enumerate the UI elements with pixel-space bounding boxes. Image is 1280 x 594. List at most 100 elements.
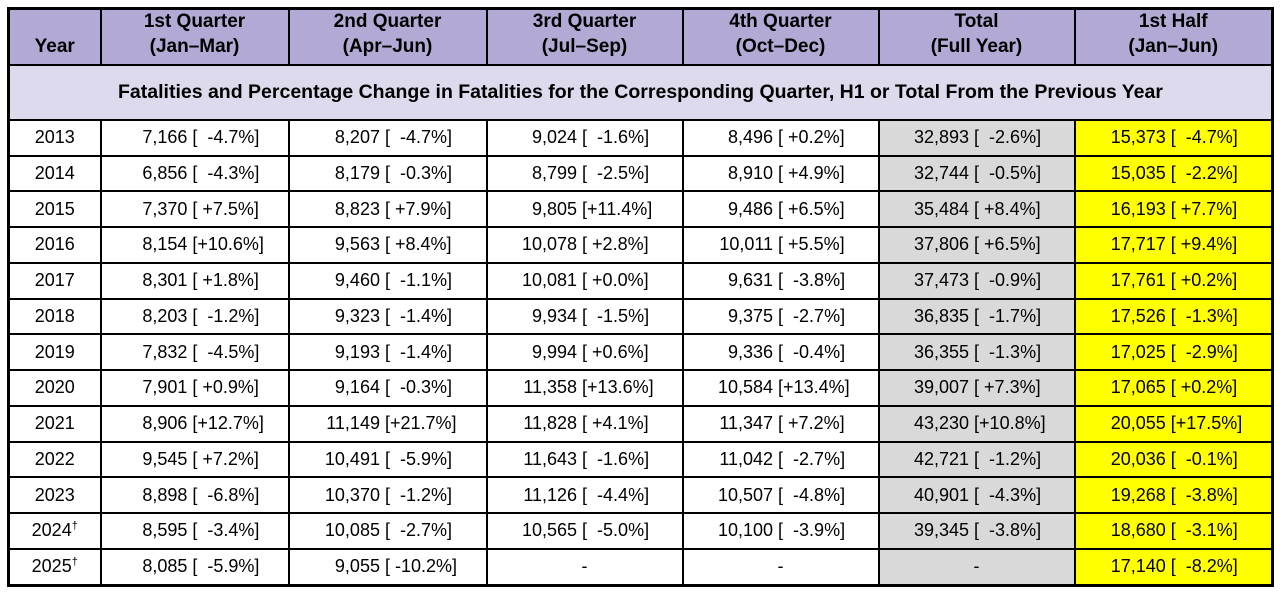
cell-content: 10,565[ -5.0%] [492,520,678,541]
percent-change: [+10.6%] [192,234,264,255]
percent-change: [ -4.7%] [384,127,452,148]
fatalities-value: 10,085 [324,520,380,541]
percent-change: [ -3.9%] [778,520,846,541]
q2-cell: 9,563[ +8.4%] [287,226,488,264]
q3-cell: - [485,547,684,587]
total-cell: 39,007[ +7.3%] [877,369,1076,407]
cell-content: 9,631[ -3.8%] [688,270,874,291]
fatalities-value: 19,268 [1110,484,1166,505]
percent-change: [ -3.8%] [778,270,846,291]
fatalities-value: 9,545 [142,448,188,469]
cell-content: 39,007[ +7.3%] [884,377,1070,398]
cell-content: 7,370[ +7.5%] [106,199,284,220]
cell-content: 8,085[ -5.9%] [106,556,284,577]
cell-content: 15,035[ -2.2%] [1080,163,1268,184]
total-cell: - [877,547,1076,587]
cell-content: 19,268[ -3.8%] [1080,485,1268,506]
q2-cell: 8,179[ -0.3%] [287,154,488,193]
percent-change: [ +2.8%] [582,234,649,255]
year-cell: 2013 [7,118,102,157]
q2-cell: 10,491[ -5.9%] [287,440,488,479]
percent-change: [+12.7%] [192,413,264,434]
percent-change: [ +4.1%] [582,413,649,434]
fatalities-value: 20,055 [1110,413,1166,434]
year-label: 2024 [31,520,72,541]
cell-content: 9,193[ -1.4%] [294,342,482,363]
cell-content: 9,994[ +0.6%] [492,342,678,363]
total-cell: 43,230 [+10.8%] [877,404,1076,443]
fatalities-value: 10,011 [719,234,774,255]
half-cell: 16,193[ +7.7%] [1073,190,1274,229]
q1-cell: 6,856[ -4.3%] [99,154,290,193]
q2-cell: 8,207[ -4.7%] [287,118,488,157]
percent-change: [+21.7%] [384,413,457,434]
cell-content: 42,721[ -1.2%] [884,449,1070,470]
fatalities-value: 8,179 [334,162,380,183]
cell-content: 36,355[ -1.3%] [884,342,1070,363]
fatalities-value: 39,345 [913,520,970,541]
col-subtitle: (Jan–Jun) [1128,35,1219,57]
percent-change: [ -4.3%] [192,162,260,183]
year-cell: 2018 [7,297,102,336]
col-subtitle: (Jul–Sep) [541,35,628,57]
fatalities-value: 9,323 [334,305,380,326]
half-cell: 20,036[ -0.1%] [1073,440,1274,479]
cell-content: 18,680[ -3.1%] [1080,520,1268,541]
q2-cell: 9,055[ -10.2%] [287,547,488,587]
fatalities-value: 7,166 [142,127,188,148]
percent-change: [ -3.4%] [192,520,260,541]
cell-content: 11,149 [+21.7%] [294,413,482,434]
fatalities-value: 8,823 [334,198,380,219]
percent-change: [ -1.2%] [384,484,452,505]
percent-change: [+13.6%] [582,377,654,398]
year-cell: 2017 [7,261,102,300]
percent-change: [+10.8%] [974,413,1046,434]
percent-change: [ -2.6%] [974,127,1042,148]
q4-cell: - [681,547,880,587]
percent-change: [ -3.8%] [974,520,1042,541]
cell-content: 10,081[ +0.0%] [492,270,678,291]
cell-content: 40,901[ -4.3%] [884,485,1070,506]
fatalities-value: 8,799 [532,162,578,183]
fatalities-value: 11,126 [523,484,578,505]
q4-cell: 9,336[ -0.4%] [681,333,880,372]
percent-change: [ -4.4%] [582,484,650,505]
q1-cell: 8,154 [+10.6%] [99,226,290,264]
fatalities-value: 17,140 [1110,556,1166,577]
total-cell: 42,721[ -1.2%] [877,440,1076,479]
fatalities-value: 17,025 [1110,341,1166,362]
year-cell: 2024† [7,512,102,550]
cell-content: 20,055 [+17.5%] [1080,413,1268,434]
total-cell: 36,835[ -1.7%] [877,297,1076,336]
percent-change: [ +7.2%] [778,413,845,434]
percent-change: [ -0.3%] [384,377,452,398]
percent-change: [+11.4%] [582,198,653,219]
total-cell: 32,893[ -2.6%] [877,118,1076,157]
q4-cell: 8,496[ +0.2%] [681,118,880,157]
year-label: 2014 [34,162,75,183]
col-header-q2: 2nd Quarter (Apr–Jun) [287,7,488,67]
cell-content: 7,901[ +0.9%] [106,377,284,398]
cell-content: 8,154 [+10.6%] [106,234,284,255]
fatalities-value: 11,358 [523,377,578,398]
percent-change: [ +4.9%] [778,162,845,183]
year-cell: 2022 [7,440,102,479]
fatalities-value: 37,473 [913,270,970,291]
percent-change: [ -0.3%] [384,162,452,183]
year-label: 2016 [34,234,75,255]
half-cell: 15,035[ -2.2%] [1073,154,1274,193]
half-cell: 17,065[ +0.2%] [1073,369,1274,407]
q3-cell: 8,799[ -2.5%] [485,154,684,193]
year-label: 2020 [34,377,75,398]
cell-content: 17,761[ +0.2%] [1080,270,1268,291]
cell-content: 11,828[ +4.1%] [492,413,678,434]
percent-change: [ -10.2%] [384,556,458,577]
fatalities-value: 15,373 [1110,127,1166,148]
cell-content: 9,323[ -1.4%] [294,306,482,327]
fatalities-value: 36,835 [913,305,970,326]
fatalities-value: 10,100 [717,520,774,541]
fatalities-value: 9,563 [334,234,380,255]
fatalities-value: 11,042 [719,448,774,469]
percent-change: [ +0.2%] [1170,270,1238,291]
total-cell: 35,484[ +8.4%] [877,190,1076,229]
